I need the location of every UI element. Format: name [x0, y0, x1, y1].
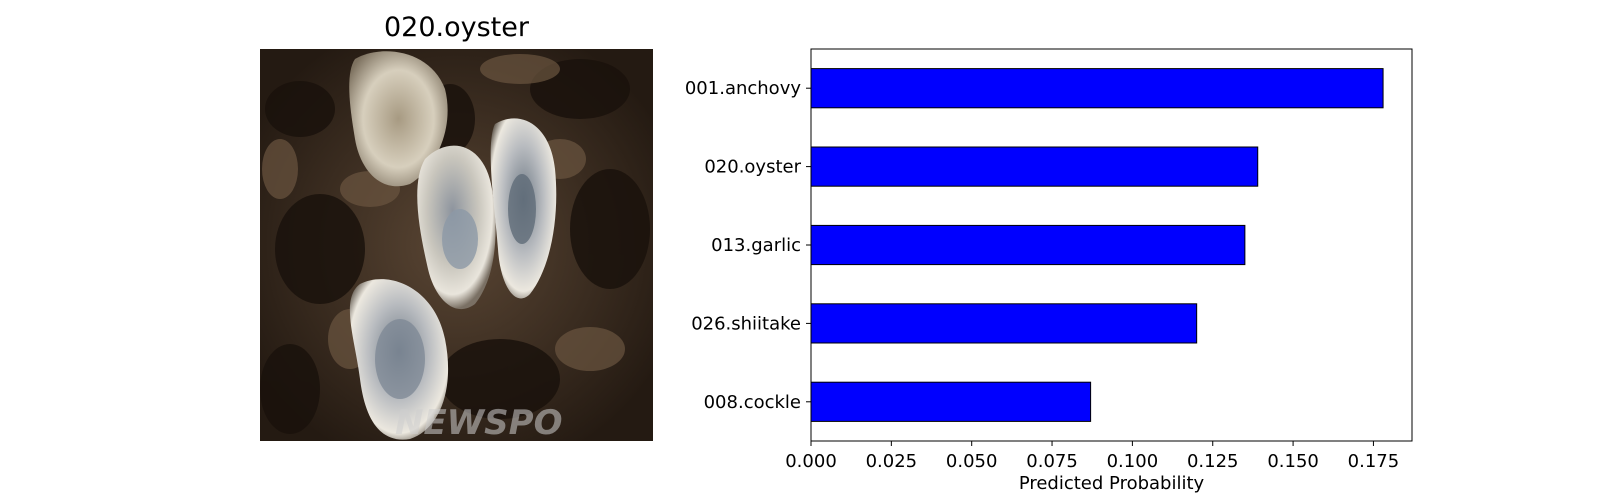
category-label: 013.garlic [711, 235, 801, 256]
image-title: 020.oyster [384, 12, 529, 43]
bar-001.anchovy [810, 68, 1384, 109]
category-label: 020.oyster [704, 157, 801, 178]
bar-020.oyster [810, 146, 1259, 187]
x-tick-label: 0.000 [785, 451, 837, 472]
x-tick-label: 0.050 [946, 451, 998, 472]
labels-layer: 001.anchovy 020.oyster 013.garlic 026.shiit… [685, 78, 1399, 472]
ticks-layer [806, 87, 1374, 446]
bar-008.cockle [810, 381, 1092, 422]
x-tick-label: 0.125 [1187, 451, 1239, 472]
bars-layer [810, 68, 1384, 422]
bar-026.shiitake [810, 303, 1198, 344]
x-tick-label: 0.150 [1267, 451, 1319, 472]
svg-text:NEWSPO: NEWSPO [395, 403, 563, 441]
category-label: 001.anchovy [685, 78, 801, 99]
category-label: 026.shiitake [691, 313, 801, 334]
x-tick-label: 0.100 [1107, 451, 1159, 472]
oyster-photo: NEWSPO [260, 49, 653, 441]
x-tick-label: 0.075 [1026, 451, 1078, 472]
x-tick-label: 0.025 [866, 451, 918, 472]
x-axis-title: Predicted Probability [1019, 473, 1205, 494]
x-tick-label: 0.175 [1348, 451, 1400, 472]
category-label: 008.cockle [704, 392, 801, 413]
bar-013.garlic [810, 224, 1246, 266]
